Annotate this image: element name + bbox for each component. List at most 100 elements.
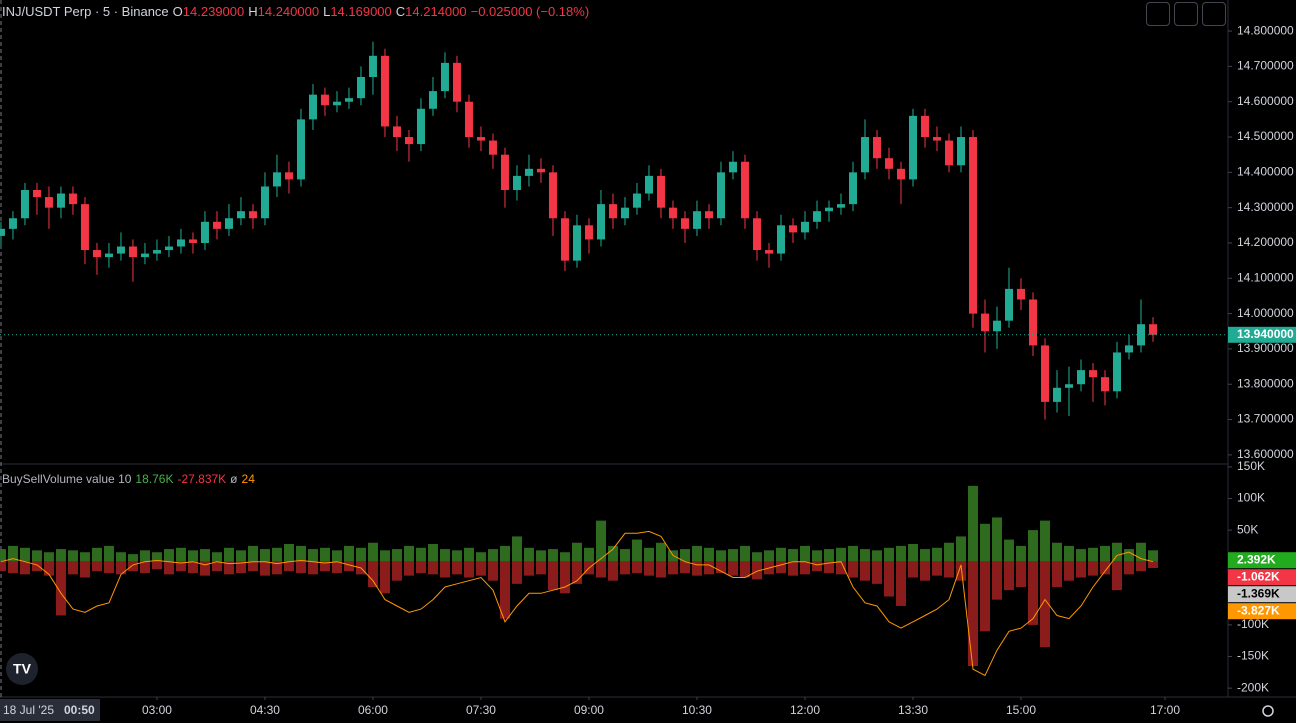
volume-bar	[355, 547, 366, 562]
volume-bar	[751, 561, 762, 580]
volume-bar	[463, 561, 474, 578]
volume-bar	[55, 549, 66, 562]
volume-bar	[751, 552, 762, 562]
volume-bar	[487, 561, 498, 581]
volume-bar	[307, 549, 318, 562]
volume-bar	[127, 561, 138, 572]
candle-body	[1004, 288, 1013, 321]
volume-bar	[391, 561, 402, 581]
candle-body	[500, 154, 509, 191]
candle-body	[1040, 345, 1049, 402]
y-tick-label: 150K	[1237, 459, 1265, 473]
volume-bar	[175, 547, 186, 562]
candle-body	[20, 190, 29, 219]
volume-bar	[895, 545, 906, 562]
volume-bar	[811, 561, 822, 572]
volume-bar	[151, 552, 162, 562]
value-badge-bg	[1228, 552, 1296, 569]
volume-bar	[775, 547, 786, 562]
volume-bar	[931, 547, 942, 562]
candle-body	[308, 94, 317, 120]
candle-body	[392, 126, 401, 138]
last-price-badge: 13.940000	[1237, 327, 1294, 341]
volume-bar	[0, 549, 6, 562]
candle-body	[632, 193, 641, 208]
volume-bar	[727, 561, 738, 576]
y-tick-label: 13.900000	[1237, 341, 1294, 355]
candle-body	[176, 239, 185, 247]
candle-body	[944, 140, 953, 166]
volume-bar	[511, 536, 522, 562]
volume-bar	[595, 561, 606, 578]
candle-body	[8, 218, 17, 229]
volume-bar	[1123, 561, 1134, 575]
price-change: −0.025000 (−0.18%)	[470, 4, 590, 19]
collapse-button[interactable]	[1146, 2, 1170, 26]
volume-bar	[883, 547, 894, 562]
volume-bar	[871, 561, 882, 584]
volume-bar	[571, 542, 582, 562]
volume-bar	[907, 544, 918, 562]
candle-body	[164, 246, 173, 251]
candle-body	[1100, 377, 1109, 392]
settings-icon[interactable]	[1262, 705, 1274, 717]
volume-bar	[55, 561, 66, 616]
volume-bar	[811, 550, 822, 562]
volume-bar	[187, 550, 198, 562]
candle-body	[704, 211, 713, 219]
volume-bar	[799, 561, 810, 575]
candle-body	[1028, 299, 1037, 346]
svg-text:TV: TV	[13, 661, 32, 677]
ohlc-value: 14.169000	[330, 4, 392, 19]
volume-bar	[31, 561, 42, 572]
candle-body	[980, 313, 989, 332]
candles	[0, 41, 1157, 420]
candle-body	[368, 55, 377, 77]
candle-body	[668, 207, 677, 219]
indicator-value: 18.76K	[135, 472, 174, 486]
candle-body	[428, 91, 437, 109]
candle-body	[524, 168, 533, 176]
x-tick-label: 13:30	[898, 703, 928, 717]
candle-body	[956, 137, 965, 166]
candle-body	[356, 76, 365, 99]
candle-body	[680, 218, 689, 229]
volume-bar	[595, 520, 606, 562]
volume-bar	[631, 539, 642, 562]
candle-body	[92, 250, 101, 258]
volume-bar	[1087, 561, 1098, 576]
volume-bar	[883, 561, 894, 597]
volume-bar	[643, 547, 654, 562]
y-tick-label: -100K	[1237, 617, 1269, 631]
volume-bar	[1135, 542, 1146, 562]
volume-bar	[583, 547, 594, 562]
candle-body	[188, 239, 197, 243]
volume-bar	[115, 561, 126, 575]
volume-bar	[211, 561, 222, 572]
fullscreen-button[interactable]	[1202, 2, 1226, 26]
volume-bar	[499, 545, 510, 562]
volume-bar	[823, 561, 834, 574]
candle-body	[248, 211, 257, 219]
candle-body	[212, 221, 221, 229]
volume-bar	[403, 561, 414, 576]
maximize-button[interactable]	[1174, 2, 1198, 26]
volume-bar	[715, 550, 726, 562]
volume-bar	[739, 561, 750, 578]
candle-body	[296, 119, 305, 180]
volume-bar	[91, 561, 102, 572]
volume-bar	[1015, 545, 1026, 562]
candle-body	[932, 137, 941, 141]
volume-bar	[511, 561, 522, 584]
volume-bar	[295, 561, 306, 574]
x-tick-label: 17:00	[1150, 703, 1180, 717]
volume-bar	[847, 545, 858, 562]
volume-bar	[0, 561, 6, 572]
candle-body	[44, 197, 53, 208]
candle-body	[896, 168, 905, 180]
volume-bar	[1027, 561, 1038, 625]
volume-bar	[1111, 561, 1122, 591]
volume-bar	[643, 561, 654, 576]
y-tick-label: -150K	[1237, 649, 1269, 663]
